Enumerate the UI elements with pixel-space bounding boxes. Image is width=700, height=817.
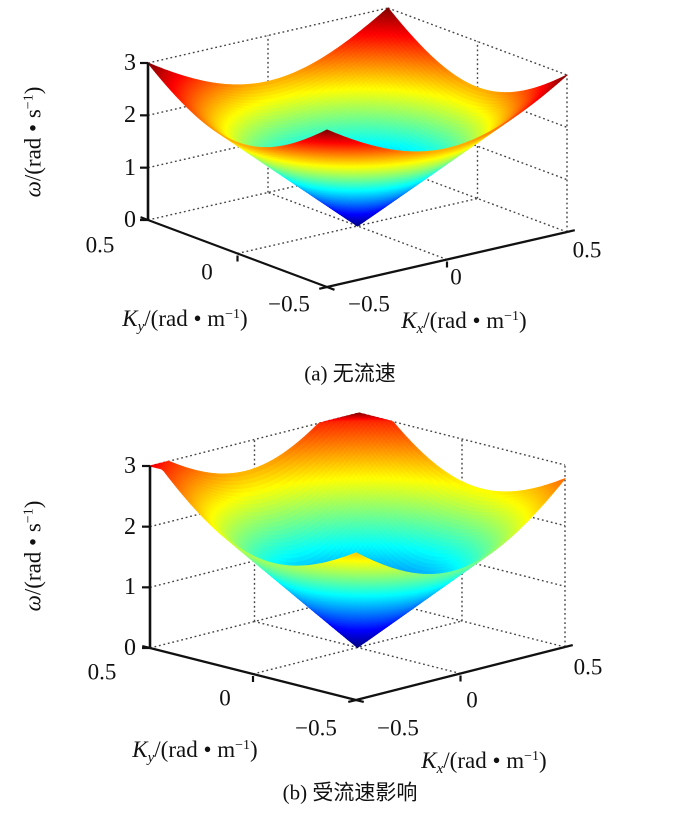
surface-plots-canvas [0, 0, 700, 817]
figure-dispersion-surfaces: ω/(rad • s−1) 3 2 1 0 0.5 0 −0.5 −0.5 0 … [0, 0, 700, 817]
